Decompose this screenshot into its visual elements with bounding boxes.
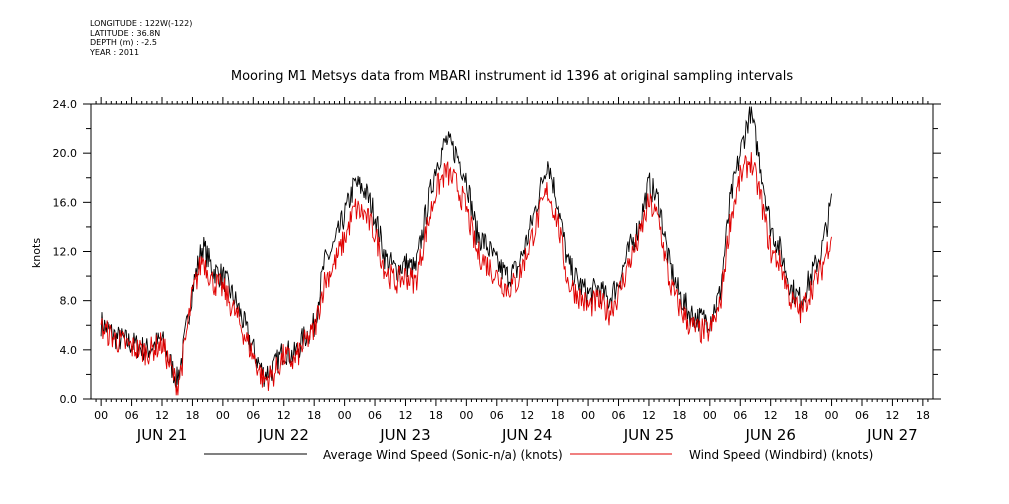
x-tick-label: 06 (125, 409, 139, 422)
x-tick-label: 00 (581, 409, 595, 422)
plot-frame (90, 103, 934, 400)
legend-label-sonic: Average Wind Speed (Sonic-n/a) (knots) (323, 448, 563, 462)
x-tick-label: 00 (338, 409, 352, 422)
x-tick-label: 06 (246, 409, 260, 422)
x-tick-label: 06 (855, 409, 869, 422)
x-tick-label: 06 (368, 409, 382, 422)
x-tick-label: 00 (825, 409, 839, 422)
y-tick-label: 8.0 (60, 295, 78, 308)
series-line-sonic (100, 106, 832, 390)
x-tick-label: 06 (733, 409, 747, 422)
x-tick-label: 12 (642, 409, 656, 422)
year-text: YEAR : 2011 (90, 47, 140, 57)
x-axis: 00 06 12 18 00 06 12 18 00 06 12 18 00 06 12 18 00 06 12 18… (94, 97, 930, 444)
x-tick-label: 18 (794, 409, 808, 422)
day-label: JUN 23 (379, 426, 430, 444)
y-tick-label: 24.0 (53, 98, 78, 111)
day-label: JUN 25 (623, 426, 674, 444)
x-tick-label: 12 (885, 409, 899, 422)
depth-text: DEPTH (m) : -2.5 (90, 38, 157, 47)
x-tick-label: 00 (459, 409, 473, 422)
day-label: JUN 26 (744, 426, 795, 444)
plot-border (90, 103, 934, 400)
x-tick-label: 12 (520, 409, 534, 422)
y-axis-label: knots (30, 238, 43, 268)
x-tick-label: 18 (551, 409, 565, 422)
series-line-windbird (100, 152, 832, 396)
x-tick-label: 00 (703, 409, 717, 422)
chart-title: Mooring M1 Metsys data from MBARI instru… (231, 69, 793, 84)
day-label: JUN 22 (258, 426, 309, 444)
day-label: JUN 21 (136, 426, 187, 444)
day-label: JUN 27 (866, 426, 917, 444)
x-tick-label: 00 (94, 409, 108, 422)
x-tick-label: 18 (185, 409, 199, 422)
longitude-text: LONGITUDE : 122W(-122) (90, 19, 193, 28)
x-tick-label: 12 (398, 409, 412, 422)
day-label: JUN 24 (501, 426, 552, 444)
y-axis: 0.0 4.0 8.0 12.0 16.0 20.0 24.0 (53, 98, 941, 406)
x-tick-label: 12 (155, 409, 169, 422)
x-tick-label: 18 (429, 409, 443, 422)
series-layer (100, 106, 832, 396)
y-tick-label: 0.0 (60, 393, 78, 406)
x-tick-label: 06 (612, 409, 626, 422)
y-tick-label: 12.0 (53, 246, 78, 259)
y-tick-label: 16.0 (53, 196, 78, 209)
y-tick-label: 4.0 (60, 344, 78, 357)
metadata-block: LONGITUDE : 122W(-122) LATITUDE : 36.8N … (90, 19, 192, 57)
x-tick-label: 12 (277, 409, 291, 422)
legend: Average Wind Speed (Sonic-n/a) (knots) W… (204, 448, 873, 462)
x-tick-label: 12 (764, 409, 778, 422)
latitude-text: LATITUDE : 36.8N (90, 28, 161, 38)
x-tick-label: 18 (916, 409, 930, 422)
legend-label-windbird: Wind Speed (Windbird) (knots) (689, 448, 873, 462)
x-tick-label: 18 (307, 409, 321, 422)
y-tick-label: 20.0 (53, 147, 78, 160)
x-tick-label: 18 (672, 409, 686, 422)
x-tick-label: 00 (216, 409, 230, 422)
x-tick-label: 06 (490, 409, 504, 422)
